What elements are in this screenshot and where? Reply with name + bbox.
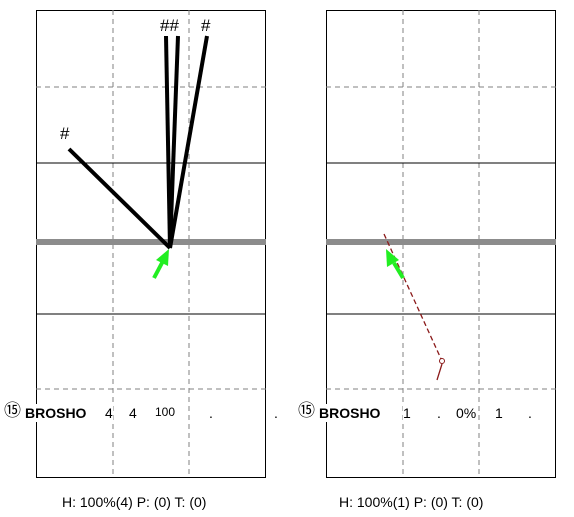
stat-value: 4 [129, 404, 137, 422]
left-footer: H: 100%(4) P: (0) T: (0) [62, 494, 207, 510]
shot-marker: # [201, 16, 211, 35]
trajectory-path [383, 233, 445, 381]
left-panel: # ## # ⑮ BROSHO 4 4 100 . . [4, 10, 278, 478]
stat-value: 1 [495, 404, 503, 422]
stat-value: . [437, 404, 441, 422]
shot-marker: ## [160, 16, 179, 35]
shot-line [168, 35, 180, 249]
player-number: ⑮ [298, 401, 315, 420]
shot-line [67, 147, 172, 250]
stat-value: 100 [155, 403, 176, 421]
shot-line [168, 35, 209, 249]
right-footer: H: 100%(1) P: (0) T: (0) [339, 494, 484, 510]
stats-row: ⑮ BROSHO 4 4 100 . . [0, 402, 300, 426]
right-panel: ⑮ BROSHO 1 . 0% 1 . [298, 10, 556, 478]
stat-value: 1 [403, 404, 411, 422]
stat-value: . [209, 404, 213, 422]
stat-value: . [274, 404, 278, 422]
stat-value: . [528, 404, 532, 422]
stats-row: ⑮ BROSHO 1 . 0% 1 . [290, 402, 574, 426]
player-number: ⑮ [4, 401, 21, 420]
shot-marker: # [60, 124, 70, 143]
player-name: BROSHO [25, 404, 87, 422]
left-panel-canvas: # ## # [36, 10, 266, 478]
green-arrow-icon [152, 249, 169, 279]
player-name: BROSHO [319, 404, 381, 422]
green-arrow-icon [386, 249, 405, 280]
stat-value: 0% [456, 404, 477, 422]
right-panel-canvas [326, 10, 556, 478]
stat-value: 4 [105, 404, 113, 422]
